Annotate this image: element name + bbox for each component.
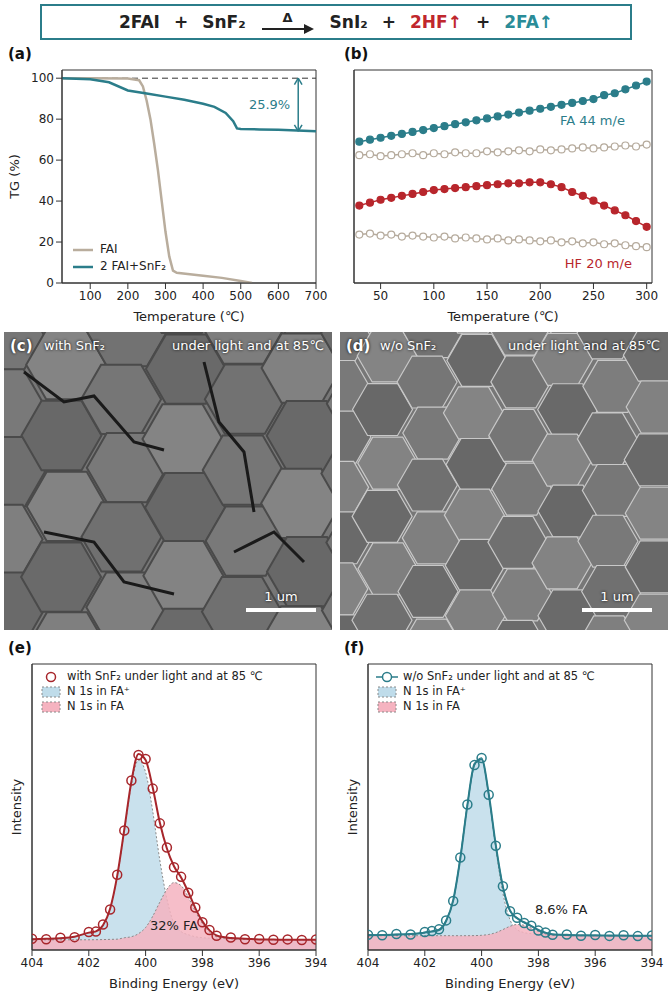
svg-text:600: 600 <box>267 289 290 303</box>
svg-text:300: 300 <box>635 289 658 303</box>
svg-text:396: 396 <box>584 956 607 970</box>
svg-text:404: 404 <box>21 956 44 970</box>
svg-text:HF 20 m/e: HF 20 m/e <box>565 256 632 271</box>
svg-text:500: 500 <box>229 289 252 303</box>
html-text:under light and at 85℃: under light and at 85℃ <box>507 338 660 353</box>
svg-text:400: 400 <box>134 956 157 970</box>
svg-text:200: 200 <box>529 289 552 303</box>
svg-text:398: 398 <box>527 956 550 970</box>
svg-text:Temperature (℃): Temperature (℃) <box>132 309 244 324</box>
html-text:2FAI: 2FAI <box>119 12 160 32</box>
svg-text:25.9%: 25.9% <box>249 97 290 112</box>
html-text:(f): (f) <box>344 639 365 657</box>
svg-text:100: 100 <box>422 289 445 303</box>
svg-text:200: 200 <box>116 289 139 303</box>
html-text:2 FAI+SnF₂: 2 FAI+SnF₂ <box>100 259 166 273</box>
html-text:N 1s in FA⁺: N 1s in FA⁺ <box>67 684 130 698</box>
svg-text:Intensity: Intensity <box>9 778 24 835</box>
html-text:(b): (b) <box>344 45 369 63</box>
svg-text:50: 50 <box>373 289 388 303</box>
svg-text:80: 80 <box>39 112 54 126</box>
svg-text:404: 404 <box>357 956 380 970</box>
html-text:w/o SnF₂: w/o SnF₂ <box>380 338 437 353</box>
svg-text:398: 398 <box>191 956 214 970</box>
html-text:N 1s in FA: N 1s in FA <box>403 699 460 713</box>
html-text:FAI: FAI <box>100 242 118 256</box>
svg-text:TG (%): TG (%) <box>7 154 22 200</box>
svg-text:8.6% FA: 8.6% FA <box>535 902 587 917</box>
svg-text:402: 402 <box>77 956 100 970</box>
svg-text:32% FA: 32% FA <box>150 918 198 933</box>
html-text:(a): (a) <box>8 45 32 63</box>
html-text:SnI₂: SnI₂ <box>329 12 368 32</box>
svg-text:400: 400 <box>470 956 493 970</box>
svg-text:402: 402 <box>413 956 436 970</box>
svg-text:400: 400 <box>192 289 215 303</box>
svg-text:Binding Energy (eV): Binding Energy (eV) <box>109 976 239 991</box>
svg-text:100: 100 <box>31 71 54 85</box>
html-text:N 1s in FA⁺: N 1s in FA⁺ <box>403 684 466 698</box>
html-text:(e): (e) <box>8 639 32 657</box>
svg-text:300: 300 <box>154 289 177 303</box>
svg-text:250: 250 <box>582 289 605 303</box>
svg-text:150: 150 <box>476 289 499 303</box>
svg-text:Intensity: Intensity <box>345 778 360 835</box>
svg-text:394: 394 <box>305 956 328 970</box>
html-text:N 1s in FA: N 1s in FA <box>67 699 124 713</box>
html-text:with SnF₂ under light and at 8: with SnF₂ under light and at 85 ℃ <box>67 669 263 683</box>
html-text:(d): (d) <box>346 337 371 355</box>
html-text:under light and at 85℃: under light and at 85℃ <box>171 338 324 353</box>
svg-text:100: 100 <box>79 289 102 303</box>
svg-text:396: 396 <box>248 956 271 970</box>
html-text:2HF↑: 2HF↑ <box>410 12 462 32</box>
html-text:SnF₂: SnF₂ <box>202 12 246 32</box>
svg-text:394: 394 <box>641 956 664 970</box>
html-text:(c): (c) <box>10 337 33 355</box>
html-text:with SnF₂: with SnF₂ <box>44 338 105 353</box>
html-text:1 um: 1 um <box>264 589 298 604</box>
svg-text:0: 0 <box>46 276 54 290</box>
html-text:2FA↑: 2FA↑ <box>504 12 553 32</box>
html-text:w/o SnF₂ under light and at 85: w/o SnF₂ under light and at 85 ℃ <box>403 669 595 683</box>
svg-text:Temperature (℃): Temperature (℃) <box>446 309 558 324</box>
svg-text:Binding Energy (eV): Binding Energy (eV) <box>445 976 575 991</box>
html-text:Δ: Δ <box>282 9 293 25</box>
svg-text:20: 20 <box>39 235 54 249</box>
svg-text:FA 44 m/e: FA 44 m/e <box>560 113 625 128</box>
html-text:1 um: 1 um <box>600 589 634 604</box>
svg-text:700: 700 <box>305 289 328 303</box>
svg-text:40: 40 <box>39 194 54 208</box>
svg-text:60: 60 <box>39 153 54 167</box>
